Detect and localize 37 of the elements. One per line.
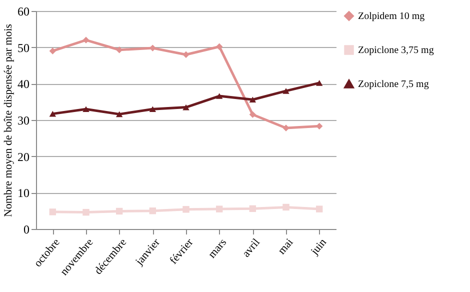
y-tick-label: 10 xyxy=(18,186,30,200)
y-tick-label: 50 xyxy=(18,40,30,55)
y-tick-label: 40 xyxy=(18,77,30,92)
point xyxy=(216,43,223,50)
legend-label: Zopiclone 3,75 mg xyxy=(358,45,434,56)
point xyxy=(49,208,56,216)
x-tick-label: juin xyxy=(308,236,330,258)
point xyxy=(49,110,56,117)
point xyxy=(249,205,256,212)
point xyxy=(249,96,256,103)
point xyxy=(316,206,323,212)
point xyxy=(182,104,190,110)
point xyxy=(149,106,156,112)
point xyxy=(82,36,90,44)
legend-label: Zolpidem 10 mg xyxy=(358,11,425,22)
y-tick-label: 0 xyxy=(24,222,30,236)
x-tick-label: mai xyxy=(276,236,296,257)
y-axis-title: Nombre moyen de boîte dispensée par mois xyxy=(2,24,14,218)
point xyxy=(316,80,323,86)
point xyxy=(116,208,123,215)
point xyxy=(182,206,190,213)
point xyxy=(216,206,223,212)
point xyxy=(282,204,290,211)
point xyxy=(249,111,256,118)
point xyxy=(149,207,156,214)
point xyxy=(49,48,56,54)
legend-label: Zopiclone 7,5 mg xyxy=(358,79,429,90)
point xyxy=(282,88,290,94)
y-tick-label: 60 xyxy=(18,4,30,18)
point xyxy=(82,208,90,216)
y-tick-label: 30 xyxy=(18,114,30,128)
y-tick-label: 20 xyxy=(18,150,30,164)
point xyxy=(216,93,223,99)
point xyxy=(116,111,123,118)
point xyxy=(282,124,290,132)
point xyxy=(182,51,190,58)
point xyxy=(82,106,90,112)
